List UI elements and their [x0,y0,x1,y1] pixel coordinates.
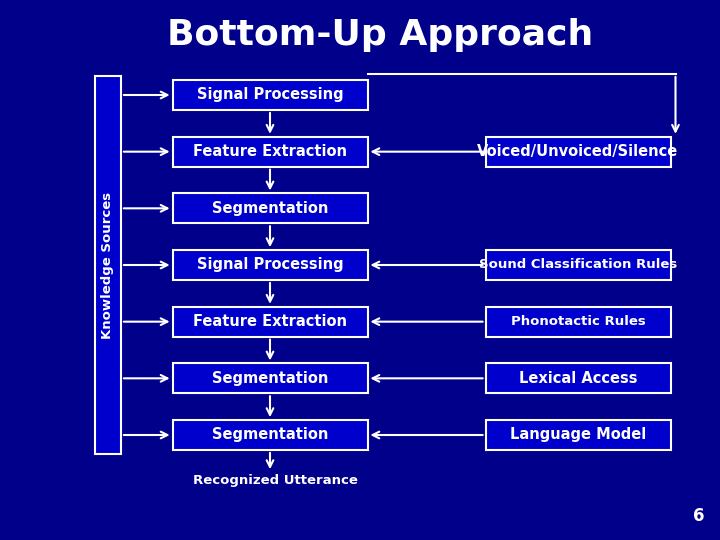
FancyBboxPatch shape [485,420,670,450]
Text: Segmentation: Segmentation [212,371,328,386]
FancyBboxPatch shape [95,76,121,454]
Text: Feature Extraction: Feature Extraction [193,144,347,159]
FancyBboxPatch shape [173,80,367,110]
FancyBboxPatch shape [173,137,367,167]
FancyBboxPatch shape [173,363,367,393]
Text: Feature Extraction: Feature Extraction [193,314,347,329]
Text: Recognized Utterance: Recognized Utterance [192,474,357,487]
Text: Segmentation: Segmentation [212,201,328,216]
FancyBboxPatch shape [485,137,670,167]
Text: Knowledge Sources: Knowledge Sources [102,192,114,339]
Text: Lexical Access: Lexical Access [518,371,637,386]
FancyBboxPatch shape [173,250,367,280]
Text: Language Model: Language Model [510,428,646,442]
Text: Segmentation: Segmentation [212,428,328,442]
Text: Voiced/Unvoiced/Silence: Voiced/Unvoiced/Silence [477,144,679,159]
Text: Bottom-Up Approach: Bottom-Up Approach [167,18,593,52]
Text: Phonotactic Rules: Phonotactic Rules [510,315,645,328]
FancyBboxPatch shape [485,363,670,393]
Text: Sound Classification Rules: Sound Classification Rules [479,259,677,272]
FancyBboxPatch shape [485,307,670,336]
Text: Signal Processing: Signal Processing [197,258,343,273]
Text: Signal Processing: Signal Processing [197,87,343,103]
Text: 6: 6 [693,507,705,525]
FancyBboxPatch shape [173,420,367,450]
FancyBboxPatch shape [173,193,367,224]
FancyBboxPatch shape [173,307,367,336]
FancyBboxPatch shape [485,250,670,280]
